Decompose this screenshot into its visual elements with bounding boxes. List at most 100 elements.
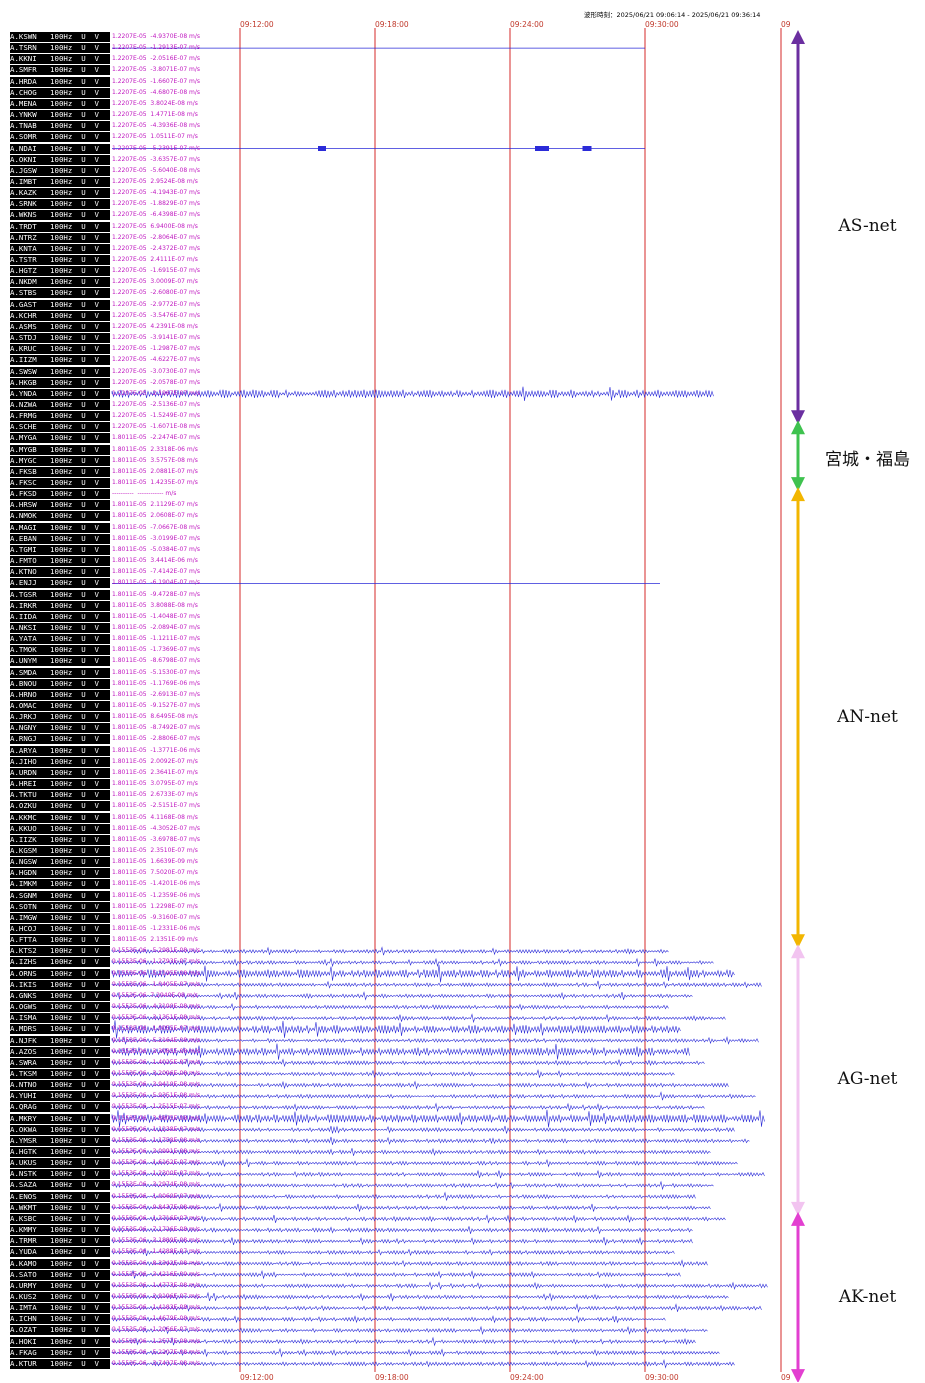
station-scale-text: 9.1553E-06 -1.2515E-07 m/s [112, 1103, 201, 1111]
station-scale-text: 1.8011E-05 3.5757E-08 m/s [112, 456, 198, 464]
station-label: A.STBS 100Hz U V [10, 288, 110, 299]
station-label: A.TGSR 100Hz U V [10, 589, 110, 600]
network-label: AG-net [837, 1069, 898, 1090]
waveform-trace [111, 1225, 693, 1235]
station-label: A.FMTO 100Hz U V [10, 556, 110, 567]
station-label: A.FKSD 100Hz U V [10, 489, 110, 500]
bracket-arrow-up [791, 30, 805, 44]
time-range-header: 波形時刻：2025/06/21 09:06:14 - 2025/06/21 09… [584, 11, 761, 19]
station-scale-text: 9.1553E-06 -5.2981E-08 m/s [112, 947, 201, 955]
waveform-trace [111, 1158, 738, 1168]
station-label: A.IMGW 100Hz U V [10, 912, 110, 923]
station-scale-text: 9.1553E-06 -1.2066E-07 m/s [112, 1326, 201, 1334]
station-scale-text: 9.1553E-06 -1.2793E-07 m/s [112, 958, 201, 966]
waveform-trace [111, 1269, 681, 1280]
station-scale-text: 9.1553E-06 -7.1726E-08 m/s [112, 1226, 201, 1234]
station-label: A.SMFR 100Hz U V [10, 65, 110, 76]
time-tick-top-3: 09:30:00 [645, 20, 679, 29]
station-label: A.KNTA 100Hz U V [10, 243, 110, 254]
station-scale-text: 9.1553E-06 -8.2342E-08 m/s [112, 1259, 201, 1267]
station-label: A.OGWS 100Hz U V [10, 1002, 110, 1013]
station-label: A.ISMA 100Hz U V [10, 1013, 110, 1024]
station-label: A.FRMG 100Hz U V [10, 411, 110, 422]
bracket-arrow-down [791, 1201, 805, 1216]
station-label: A.KAZK 100Hz U V [10, 188, 110, 199]
station-label: A.UNYM 100Hz U V [10, 656, 110, 667]
station-scale-text: 1.8011E-05 2.3641E-07 m/s [112, 768, 198, 776]
station-scale-text: 9.1553E-06 -1.2300E-07 m/s [112, 1170, 201, 1178]
station-scale-text: 9.1553E-06 -3.1351E-08 m/s [112, 1014, 201, 1022]
station-label: A.OZAT 100Hz U V [10, 1325, 110, 1336]
station-scale-text: 9.1553E-06 -9.8437E-08 m/s [112, 1203, 201, 1211]
waveform-trace [111, 1359, 735, 1369]
station-scale-text: 1.8011E-05 -1.7369E-07 m/s [112, 646, 201, 654]
station-label: A.IIZM 100Hz U V [10, 355, 110, 366]
station-label: A.MYGC 100Hz U V [10, 455, 110, 466]
station-label: A.KKUO 100Hz U V [10, 823, 110, 834]
station-label: A.RNGJ 100Hz U V [10, 734, 110, 745]
station-label: A.HGTZ 100Hz U V [10, 266, 110, 277]
waveform-trace [111, 1102, 705, 1113]
station-label: A.TSRN 100Hz U V [10, 43, 110, 54]
station-label: A.SOTN 100Hz U V [10, 901, 110, 912]
waveform-trace [111, 1303, 762, 1313]
station-label: A.YNDA 100Hz U V [10, 388, 110, 399]
station-label: A.IRKR 100Hz U V [10, 600, 110, 611]
station-label: A.YMSR 100Hz U V [10, 1135, 110, 1146]
station-scale-text: 1.8011E-05 -9.1527E-07 m/s [112, 702, 201, 709]
station-scale-text: 9.1553E-06 -4.3190E-08 m/s [112, 1003, 201, 1011]
station-label: A.ENOS 100Hz U V [10, 1191, 110, 1202]
station-label: A.KSWN 100Hz U V [10, 32, 110, 42]
station-label: A.YUDA 100Hz U V [10, 1247, 110, 1258]
station-label: A.TRDT 100Hz U V [10, 221, 110, 232]
station-label: A.FKSC 100Hz U V [10, 478, 110, 488]
station-label: A.IMKM 100Hz U V [10, 879, 110, 890]
station-scale-text: 9.1553E-06 -1.3716E-07 m/s [112, 1214, 201, 1222]
station-scale-text: 1.2207E-05 -2.1967E-07 m/s [112, 389, 201, 397]
station-scale-text: 1.2207E-05 -2.5136E-07 m/s [112, 400, 201, 408]
station-label: A.NGSW 100Hz U V [10, 857, 110, 868]
station-scale-text: 1.2207E-05 1.4771E-08 m/s [112, 111, 198, 119]
station-label: A.BNOU 100Hz U V [10, 678, 110, 689]
network-label: AK-net [838, 1286, 897, 1307]
bracket-arrow-down [791, 1369, 805, 1382]
waveform-trace [111, 1069, 675, 1079]
station-scale-text: 1.8011E-05 1.2298E-07 m/s [112, 902, 198, 910]
station-scale-text: 1.2207E-05 -4.6227E-07 m/s [112, 356, 201, 364]
station-label: A.SCHE 100Hz U V [10, 422, 110, 433]
station-scale-text: 1.8011E-05 -1.1769E-06 m/s [112, 679, 201, 687]
waveform-trace [111, 1109, 765, 1128]
waveform-burst [318, 146, 326, 151]
station-scale-text: 1.8011E-05 2.0881E-07 m/s [112, 467, 198, 475]
station-label: A.NKDM 100Hz U V [10, 277, 110, 288]
waveform-trace [111, 1169, 765, 1179]
station-label: A.JRKJ 100Hz U V [10, 712, 110, 723]
waveform-trace [111, 964, 735, 983]
station-label: A.EBAN 100Hz U V [10, 533, 110, 544]
waveform-burst [535, 146, 549, 151]
station-scale-text: 1.8011E-05 1.4235E-07 m/s [112, 479, 198, 486]
station-scale-text: 1.8011E-05 -3.0199E-07 m/s [112, 534, 201, 542]
station-scale-text: 1.8011E-05 2.3318E-06 m/s [112, 445, 198, 453]
time-tick-top-1: 09:18:00 [375, 20, 409, 29]
station-scale-text: 1.2207E-05 -1.2987E-07 m/s [112, 345, 201, 353]
station-label: A.NMOK 100Hz U V [10, 511, 110, 522]
waveform-trace [111, 1136, 750, 1145]
station-label: A.OZKU 100Hz U V [10, 801, 110, 812]
station-label: A.ASMS 100Hz U V [10, 321, 110, 332]
station-label: A.GAST 100Hz U V [10, 299, 110, 310]
network-bracket [791, 487, 805, 949]
network-bracket [791, 30, 805, 425]
station-label: A.URDN 100Hz U V [10, 767, 110, 778]
station-scale-text: 9.1553E-06 -3.8805E-08 m/s [112, 1114, 201, 1122]
station-label: A.SGNM 100Hz U V [10, 890, 110, 901]
station-scale-text: 1.8011E-05 -1.4048E-07 m/s [112, 612, 201, 620]
time-tick-bottom-2: 09:24:00 [510, 1373, 544, 1382]
station-scale-text: 1.8011E-05 2.1351E-09 m/s [112, 936, 198, 944]
station-label: A.OKNI 100Hz U V [10, 154, 110, 165]
station-scale-text: 1.2207E-05 -3.9141E-07 m/s [112, 334, 201, 342]
station-label: A.FTTA 100Hz U V [10, 935, 110, 946]
station-scale-text: 1.2207E-05 -2.0516E-07 m/s [112, 55, 201, 63]
station-scale-text: 1.8011E-05 -9.3160E-07 m/s [112, 913, 201, 921]
waveform-trace [111, 1214, 726, 1224]
